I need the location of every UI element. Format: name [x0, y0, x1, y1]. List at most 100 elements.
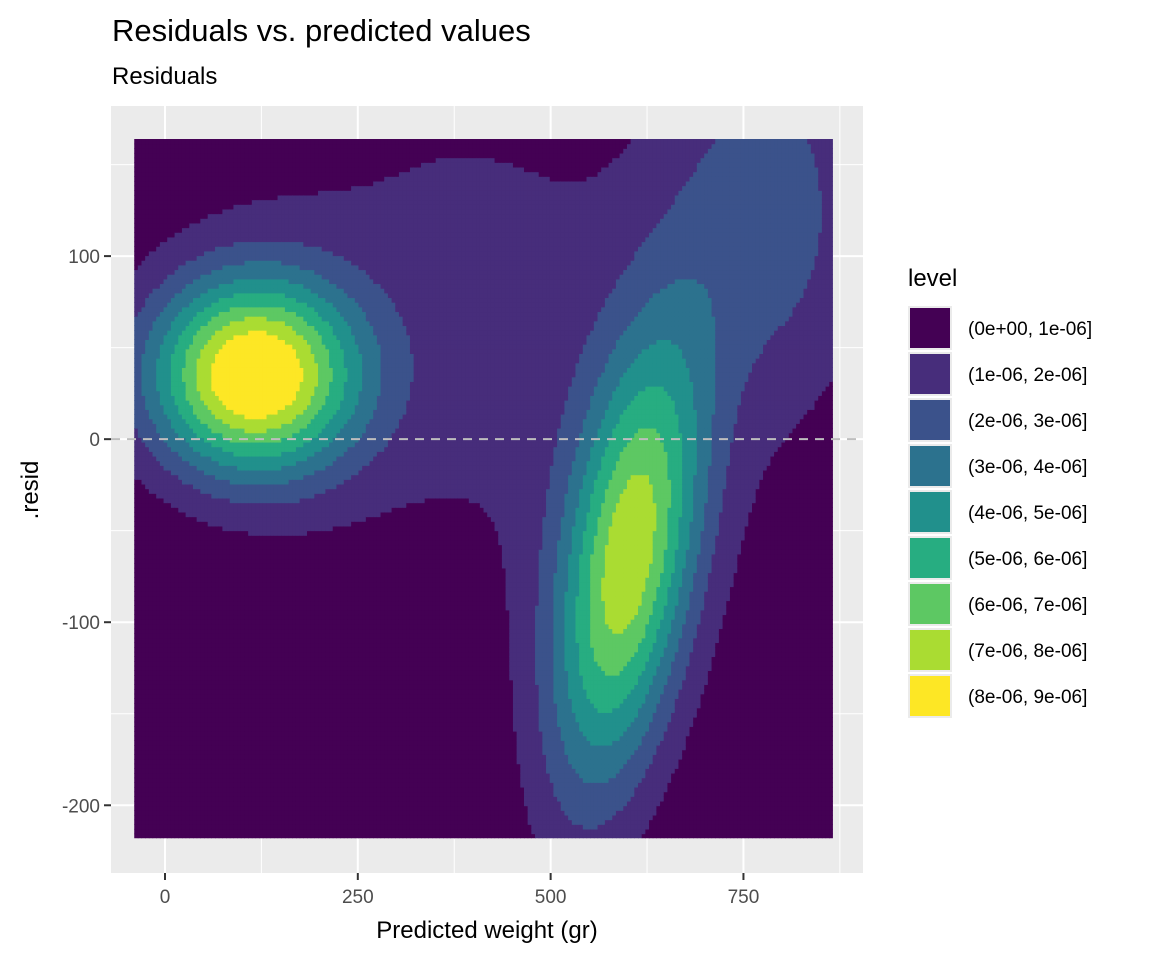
density-cell — [153, 391, 157, 396]
density-cell — [226, 461, 230, 466]
density-cell — [215, 274, 219, 279]
density-cell — [211, 577, 215, 582]
density-cell — [208, 782, 212, 787]
density-cell — [204, 162, 208, 167]
density-cell — [237, 549, 241, 554]
density-cell — [153, 661, 157, 666]
density-cell — [200, 465, 204, 470]
density-cell — [134, 824, 138, 829]
density-cell — [219, 768, 223, 773]
density-cell — [164, 288, 168, 293]
density-cell — [149, 311, 153, 316]
density-cell — [241, 619, 245, 624]
density-cell — [178, 521, 182, 526]
density-cell — [230, 186, 234, 191]
density-cell — [160, 572, 164, 577]
density-cell — [237, 526, 241, 531]
density-cell — [237, 349, 241, 354]
density-cell — [248, 302, 252, 307]
density-cell — [208, 801, 212, 806]
density-cell — [171, 167, 175, 172]
density-cell — [167, 181, 171, 186]
density-cell — [252, 167, 256, 172]
density-cell — [182, 754, 186, 759]
density-cell — [149, 172, 153, 177]
density-cell — [167, 283, 171, 288]
density-cell — [248, 232, 252, 237]
density-cell — [193, 218, 197, 223]
density-cell — [189, 423, 193, 428]
density-cell — [193, 325, 197, 330]
density-cell — [219, 218, 223, 223]
density-cell — [252, 647, 256, 652]
density-cell — [186, 661, 190, 666]
density-cell — [197, 670, 201, 675]
density-cell — [256, 834, 260, 839]
density-cell — [164, 470, 168, 475]
density-cell — [244, 600, 248, 605]
density-cell — [164, 447, 168, 452]
density-cell — [160, 386, 164, 391]
density-cell — [204, 792, 208, 797]
density-cell — [141, 535, 145, 540]
density-cell — [160, 600, 164, 605]
density-cell — [138, 801, 142, 806]
density-cell — [215, 820, 219, 825]
density-cell — [197, 400, 201, 405]
density-cell — [230, 503, 234, 508]
density-cell — [222, 656, 226, 661]
density-cell — [186, 409, 190, 414]
density-cell — [248, 633, 252, 638]
density-cell — [211, 153, 215, 158]
density-cell — [134, 684, 138, 689]
density-cell — [241, 540, 245, 545]
density-cell — [200, 521, 204, 526]
density-cell — [233, 456, 237, 461]
density-cell — [237, 251, 241, 256]
density-cell — [145, 703, 149, 708]
density-cell — [208, 302, 212, 307]
density-cell — [178, 167, 182, 172]
density-cell — [141, 806, 145, 811]
density-cell — [208, 829, 212, 834]
density-cell — [219, 349, 223, 354]
density-cell — [182, 470, 186, 475]
density-cell — [208, 190, 212, 195]
density-cell — [222, 572, 226, 577]
density-cell — [215, 251, 219, 256]
density-cell — [134, 712, 138, 717]
density-cell — [160, 451, 164, 456]
density-cell — [215, 577, 219, 582]
density-cell — [175, 759, 179, 764]
density-cell — [186, 726, 190, 731]
density-cell — [204, 628, 208, 633]
density-cell — [156, 698, 160, 703]
density-cell — [153, 363, 157, 368]
density-cell — [149, 335, 153, 340]
density-cell — [175, 717, 179, 722]
density-cell — [208, 796, 212, 801]
density-cell — [182, 409, 186, 414]
density-cell — [164, 386, 168, 391]
density-cell — [141, 139, 145, 144]
density-cell — [186, 288, 190, 293]
density-cell — [138, 633, 142, 638]
density-cell — [182, 307, 186, 312]
density-cell — [256, 778, 260, 783]
density-cell — [226, 139, 230, 144]
density-cell — [189, 796, 193, 801]
density-cell — [138, 288, 142, 293]
density-cell — [197, 801, 201, 806]
density-cell — [230, 176, 234, 181]
density-cell — [138, 255, 142, 260]
density-cell — [215, 232, 219, 237]
density-cell — [164, 204, 168, 209]
density-cell — [149, 158, 153, 163]
density-cell — [215, 656, 219, 661]
density-cell — [237, 255, 241, 260]
density-cell — [230, 661, 234, 666]
density-cell — [149, 517, 153, 522]
density-cell — [164, 232, 168, 237]
density-cell — [244, 391, 248, 396]
